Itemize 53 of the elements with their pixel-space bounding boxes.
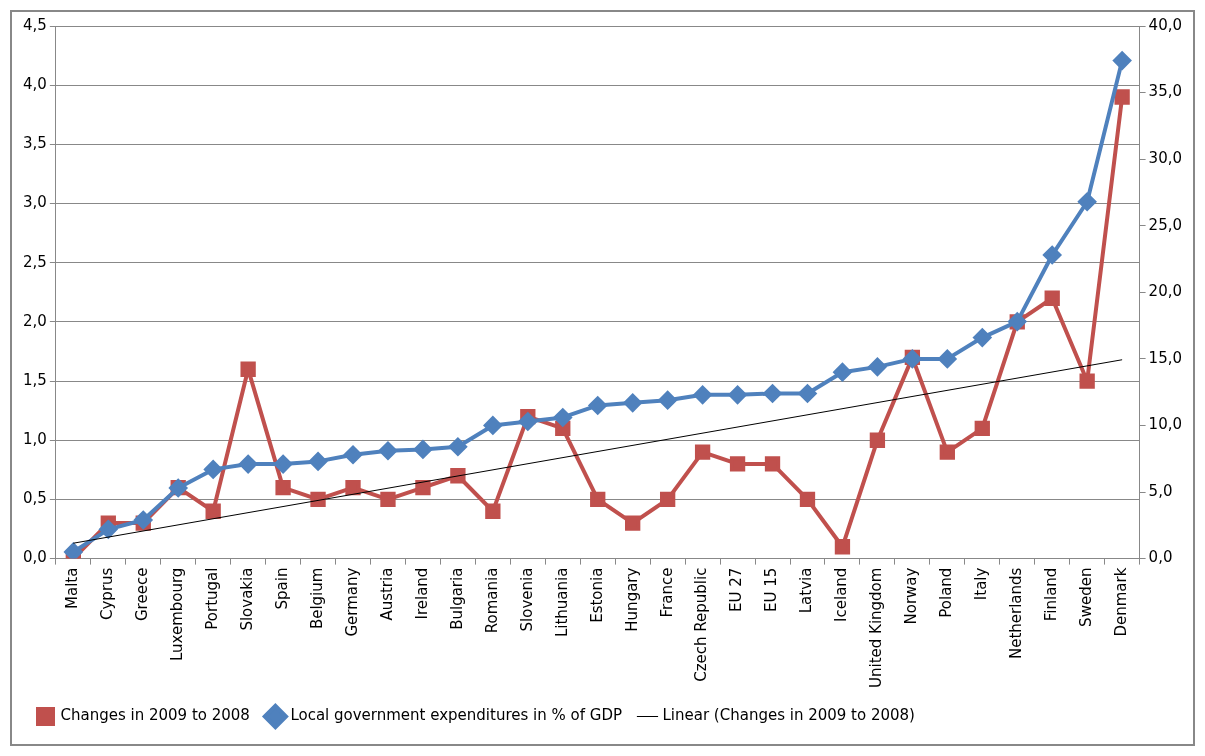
x-tick-label: United Kingdom	[867, 567, 886, 689]
x-tick-label: Italy	[972, 567, 991, 601]
x-tick-label: Spain	[272, 567, 291, 610]
y-tick-label: 0,0	[23, 548, 47, 567]
y-tick-label: 0,5	[23, 489, 47, 508]
y2-tick-label: 25,0	[1148, 215, 1183, 234]
x-tick-label: Greece	[133, 567, 152, 622]
y2-tick-label: 15,0	[1148, 348, 1183, 367]
y-tick-label: 1,0	[23, 430, 47, 449]
x-tick-label: Czech Republic	[692, 567, 711, 682]
x-tick-label: Estonia	[587, 567, 606, 623]
x-tick-label: France	[657, 567, 676, 618]
y-tick-label: 4,0	[23, 75, 47, 94]
x-tick-label: Latvia	[797, 567, 816, 614]
x-tick-label: Cyprus	[98, 567, 117, 620]
x-tick-label: Netherlands	[1007, 567, 1026, 660]
y2-tick-label: 0,0	[1148, 548, 1173, 567]
x-tick-label: Belgium	[307, 567, 326, 630]
x-tick-label: Iceland	[832, 567, 851, 622]
y2-tick-label: 30,0	[1148, 149, 1183, 168]
x-tick-label: Poland	[937, 567, 956, 618]
x-tick-label: Portugal	[203, 567, 222, 630]
x-tick-label: Bulgaria	[447, 567, 466, 630]
x-tick-label: Luxembourg	[168, 567, 187, 662]
y-tick-label: 3,0	[23, 193, 47, 212]
y2-tick-label: 10,0	[1148, 415, 1183, 434]
x-tick-label: Romania	[482, 567, 501, 634]
x-tick-label: Finland	[1042, 567, 1061, 622]
legend-label: Changes in 2009 to 2008	[60, 706, 250, 725]
y2-tick-label: 40,0	[1148, 15, 1183, 34]
x-tick-label: Ireland	[412, 567, 431, 620]
x-tick-label: Malta	[63, 567, 82, 609]
x-tick-label: Hungary	[622, 567, 641, 632]
x-tick-label: Slovakia	[238, 567, 257, 631]
x-tick-label: Slovenia	[517, 567, 536, 632]
x-tick-label: EU 15	[762, 567, 781, 612]
y-tick-label: 2,5	[23, 252, 47, 271]
y-tick-label: 2,0	[23, 311, 47, 330]
legend-label: Local government expenditures in % of GDP	[290, 706, 622, 725]
x-tick-label: Norway	[902, 567, 921, 625]
x-tick-label: Sweden	[1077, 567, 1096, 627]
x-tick-label: Austria	[377, 567, 396, 621]
y2-tick-label: 35,0	[1148, 82, 1183, 101]
y-tick-label: 4,5	[23, 15, 47, 34]
x-tick-label: Lithuania	[552, 567, 571, 638]
y2-tick-label: 5,0	[1148, 481, 1173, 500]
legend-label: Linear (Changes in 2009 to 2008)	[662, 706, 915, 725]
x-tick-label: Denmark	[1112, 567, 1131, 637]
y-tick-label: 3,5	[23, 134, 47, 153]
x-tick-label: Germany	[342, 567, 361, 637]
y-tick-label: 1,5	[23, 370, 47, 389]
x-tick-label: EU 27	[727, 567, 746, 612]
y2-tick-label: 20,0	[1148, 282, 1183, 301]
